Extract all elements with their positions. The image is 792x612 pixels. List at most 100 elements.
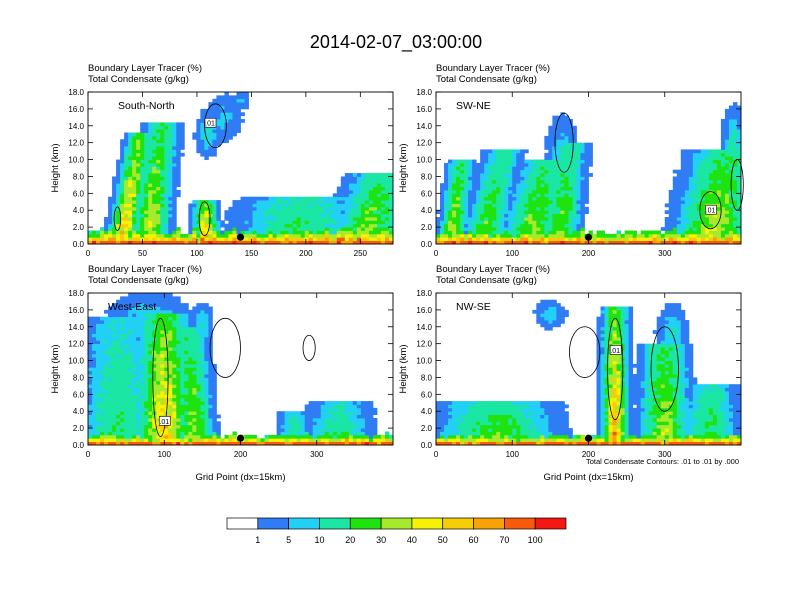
- field-cell: [576, 200, 581, 204]
- field-cell: [504, 193, 509, 198]
- field-cell: [732, 105, 738, 110]
- field-cell: [568, 122, 573, 127]
- field-cell: [728, 112, 734, 117]
- field-cell: [136, 370, 141, 375]
- field-cell: [552, 233, 557, 238]
- field-cell: [172, 320, 177, 324]
- field-cell: [556, 166, 561, 171]
- field-cell: [140, 179, 145, 184]
- field-cell: [124, 333, 129, 338]
- field-cell: [120, 237, 125, 242]
- field-cell: [132, 333, 137, 338]
- field-cell: [280, 233, 286, 238]
- field-cell: [568, 237, 573, 242]
- field-cell: [96, 336, 101, 341]
- field-cell: [384, 186, 390, 191]
- field-cell: [524, 223, 529, 228]
- field-cell: [504, 166, 509, 171]
- field-cell: [164, 227, 169, 231]
- field-cell: [720, 186, 726, 191]
- field-cell: [252, 216, 257, 221]
- field-cell: [176, 336, 181, 341]
- field-cell: [540, 196, 545, 201]
- field-cell: [200, 213, 205, 218]
- field-cell: [460, 186, 465, 191]
- field-cell: [552, 122, 557, 127]
- field-cell: [488, 169, 493, 174]
- field-cell: [368, 183, 374, 187]
- field-cell: [448, 216, 453, 221]
- field-cell: [176, 227, 181, 231]
- field-cell: [484, 176, 489, 181]
- field-cell: [92, 421, 97, 426]
- field-cell: [268, 200, 273, 204]
- field-cell: [312, 240, 318, 245]
- field-cell: [148, 407, 153, 412]
- field-cell: [228, 434, 233, 439]
- field-cell: [140, 139, 145, 144]
- field-cell: [492, 189, 497, 194]
- field-cell: [96, 424, 101, 429]
- field-cell: [164, 230, 169, 235]
- field-cell: [240, 98, 245, 103]
- field-cell: [200, 112, 205, 117]
- field-cell: [88, 360, 93, 365]
- field-cell: [128, 357, 133, 361]
- field-cell: [328, 216, 334, 221]
- field-cell: [284, 431, 290, 436]
- field-cell: [176, 193, 181, 198]
- field-cell: [700, 149, 706, 154]
- field-cell: [344, 233, 350, 238]
- field-cell: [132, 135, 137, 140]
- field-cell: [204, 330, 209, 334]
- field-cell: [288, 203, 294, 208]
- field-cell: [192, 333, 197, 338]
- field-cell: [204, 370, 209, 375]
- field-cell: [264, 220, 269, 225]
- field-cell: [548, 129, 553, 133]
- field-cell: [736, 139, 742, 144]
- field-cell: [124, 159, 129, 164]
- field-cell: [644, 237, 650, 242]
- field-cell: [104, 336, 109, 341]
- field-cell: [552, 183, 557, 187]
- field-cell: [732, 166, 738, 171]
- field-cell: [264, 196, 269, 201]
- field-cell: [88, 363, 93, 368]
- field-cell: [328, 411, 334, 415]
- field-cell: [264, 203, 269, 208]
- field-cell: [508, 230, 513, 235]
- field-cell: [128, 156, 133, 160]
- field-cell: [456, 220, 461, 225]
- field-cell: [468, 227, 473, 231]
- field-cell: [256, 200, 261, 204]
- field-cell: [248, 206, 253, 211]
- field-cell: [124, 183, 129, 187]
- field-cell: [336, 424, 342, 429]
- field-cell: [544, 166, 549, 171]
- field-cell: [128, 374, 133, 378]
- field-cell: [384, 227, 390, 231]
- field-cell: [516, 220, 521, 225]
- field-cell: [560, 173, 565, 177]
- field-cell: [568, 149, 573, 154]
- field-cell: [200, 306, 205, 311]
- field-cell: [472, 166, 477, 171]
- field-cell: [104, 340, 109, 345]
- field-cell: [192, 313, 197, 318]
- field-cell: [712, 240, 718, 245]
- field-cell: [124, 220, 129, 225]
- field-cell: [364, 213, 370, 218]
- field-cell: [508, 223, 513, 228]
- field-cell: [156, 326, 161, 331]
- field-cell: [116, 206, 121, 211]
- field-cell: [168, 135, 173, 140]
- field-cell: [692, 159, 698, 164]
- field-cell: [328, 220, 334, 225]
- field-cell: [544, 223, 549, 228]
- field-cell: [548, 230, 553, 235]
- field-cell: [116, 316, 121, 321]
- field-cell: [504, 203, 509, 208]
- field-cell: [124, 169, 129, 174]
- field-cell: [148, 132, 153, 137]
